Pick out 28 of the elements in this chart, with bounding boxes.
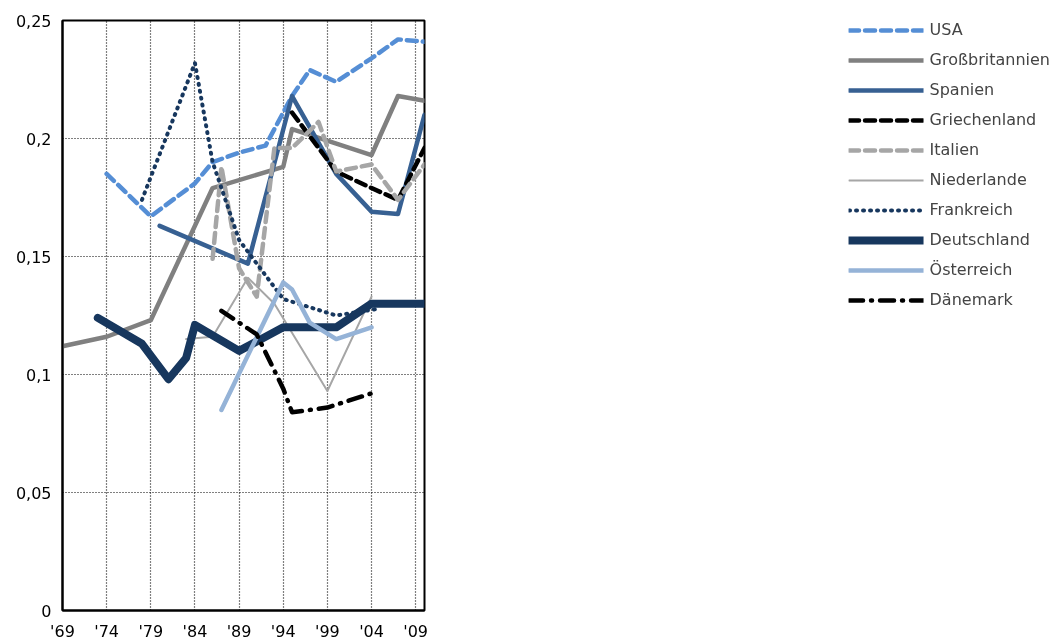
legend-label: Griechenland: [929, 110, 1037, 129]
legend-label: Dänemark: [929, 290, 1013, 309]
legend-label: Deutschland: [929, 230, 1030, 249]
y-tick-label: 0,2: [26, 129, 52, 149]
legend-label: Frankreich: [929, 200, 1013, 219]
legend-label: USA: [929, 20, 963, 39]
y-tick-label: 0,1: [26, 365, 52, 385]
legend-label: Italien: [929, 140, 980, 159]
line-series: [219, 280, 374, 413]
y-tick-label: 0,15: [15, 247, 52, 267]
y-tick-label: 0,05: [15, 483, 52, 503]
legend-label: Österreich: [929, 260, 1013, 279]
x-tick-label: '84: [182, 621, 208, 641]
y-tick-label: 0,25: [15, 11, 52, 31]
y-tick-label: 0: [41, 601, 52, 621]
x-tick-label: '89: [226, 621, 252, 641]
x-tick-label: '04: [359, 621, 384, 641]
x-tick-label: '09: [403, 621, 429, 641]
line-series: [219, 308, 374, 415]
x-tick-label: '74: [94, 621, 120, 641]
x-tick-label: '99: [315, 621, 340, 641]
legend-label: Großbritannien: [929, 50, 1050, 69]
x-tick-label: '94: [270, 621, 296, 641]
legend-label: Spanien: [929, 80, 995, 99]
legend-label: Niederlande: [929, 170, 1027, 189]
x-tick-label: '69: [50, 621, 75, 641]
line-series: [104, 37, 425, 219]
x-tick-label: '79: [138, 621, 164, 641]
